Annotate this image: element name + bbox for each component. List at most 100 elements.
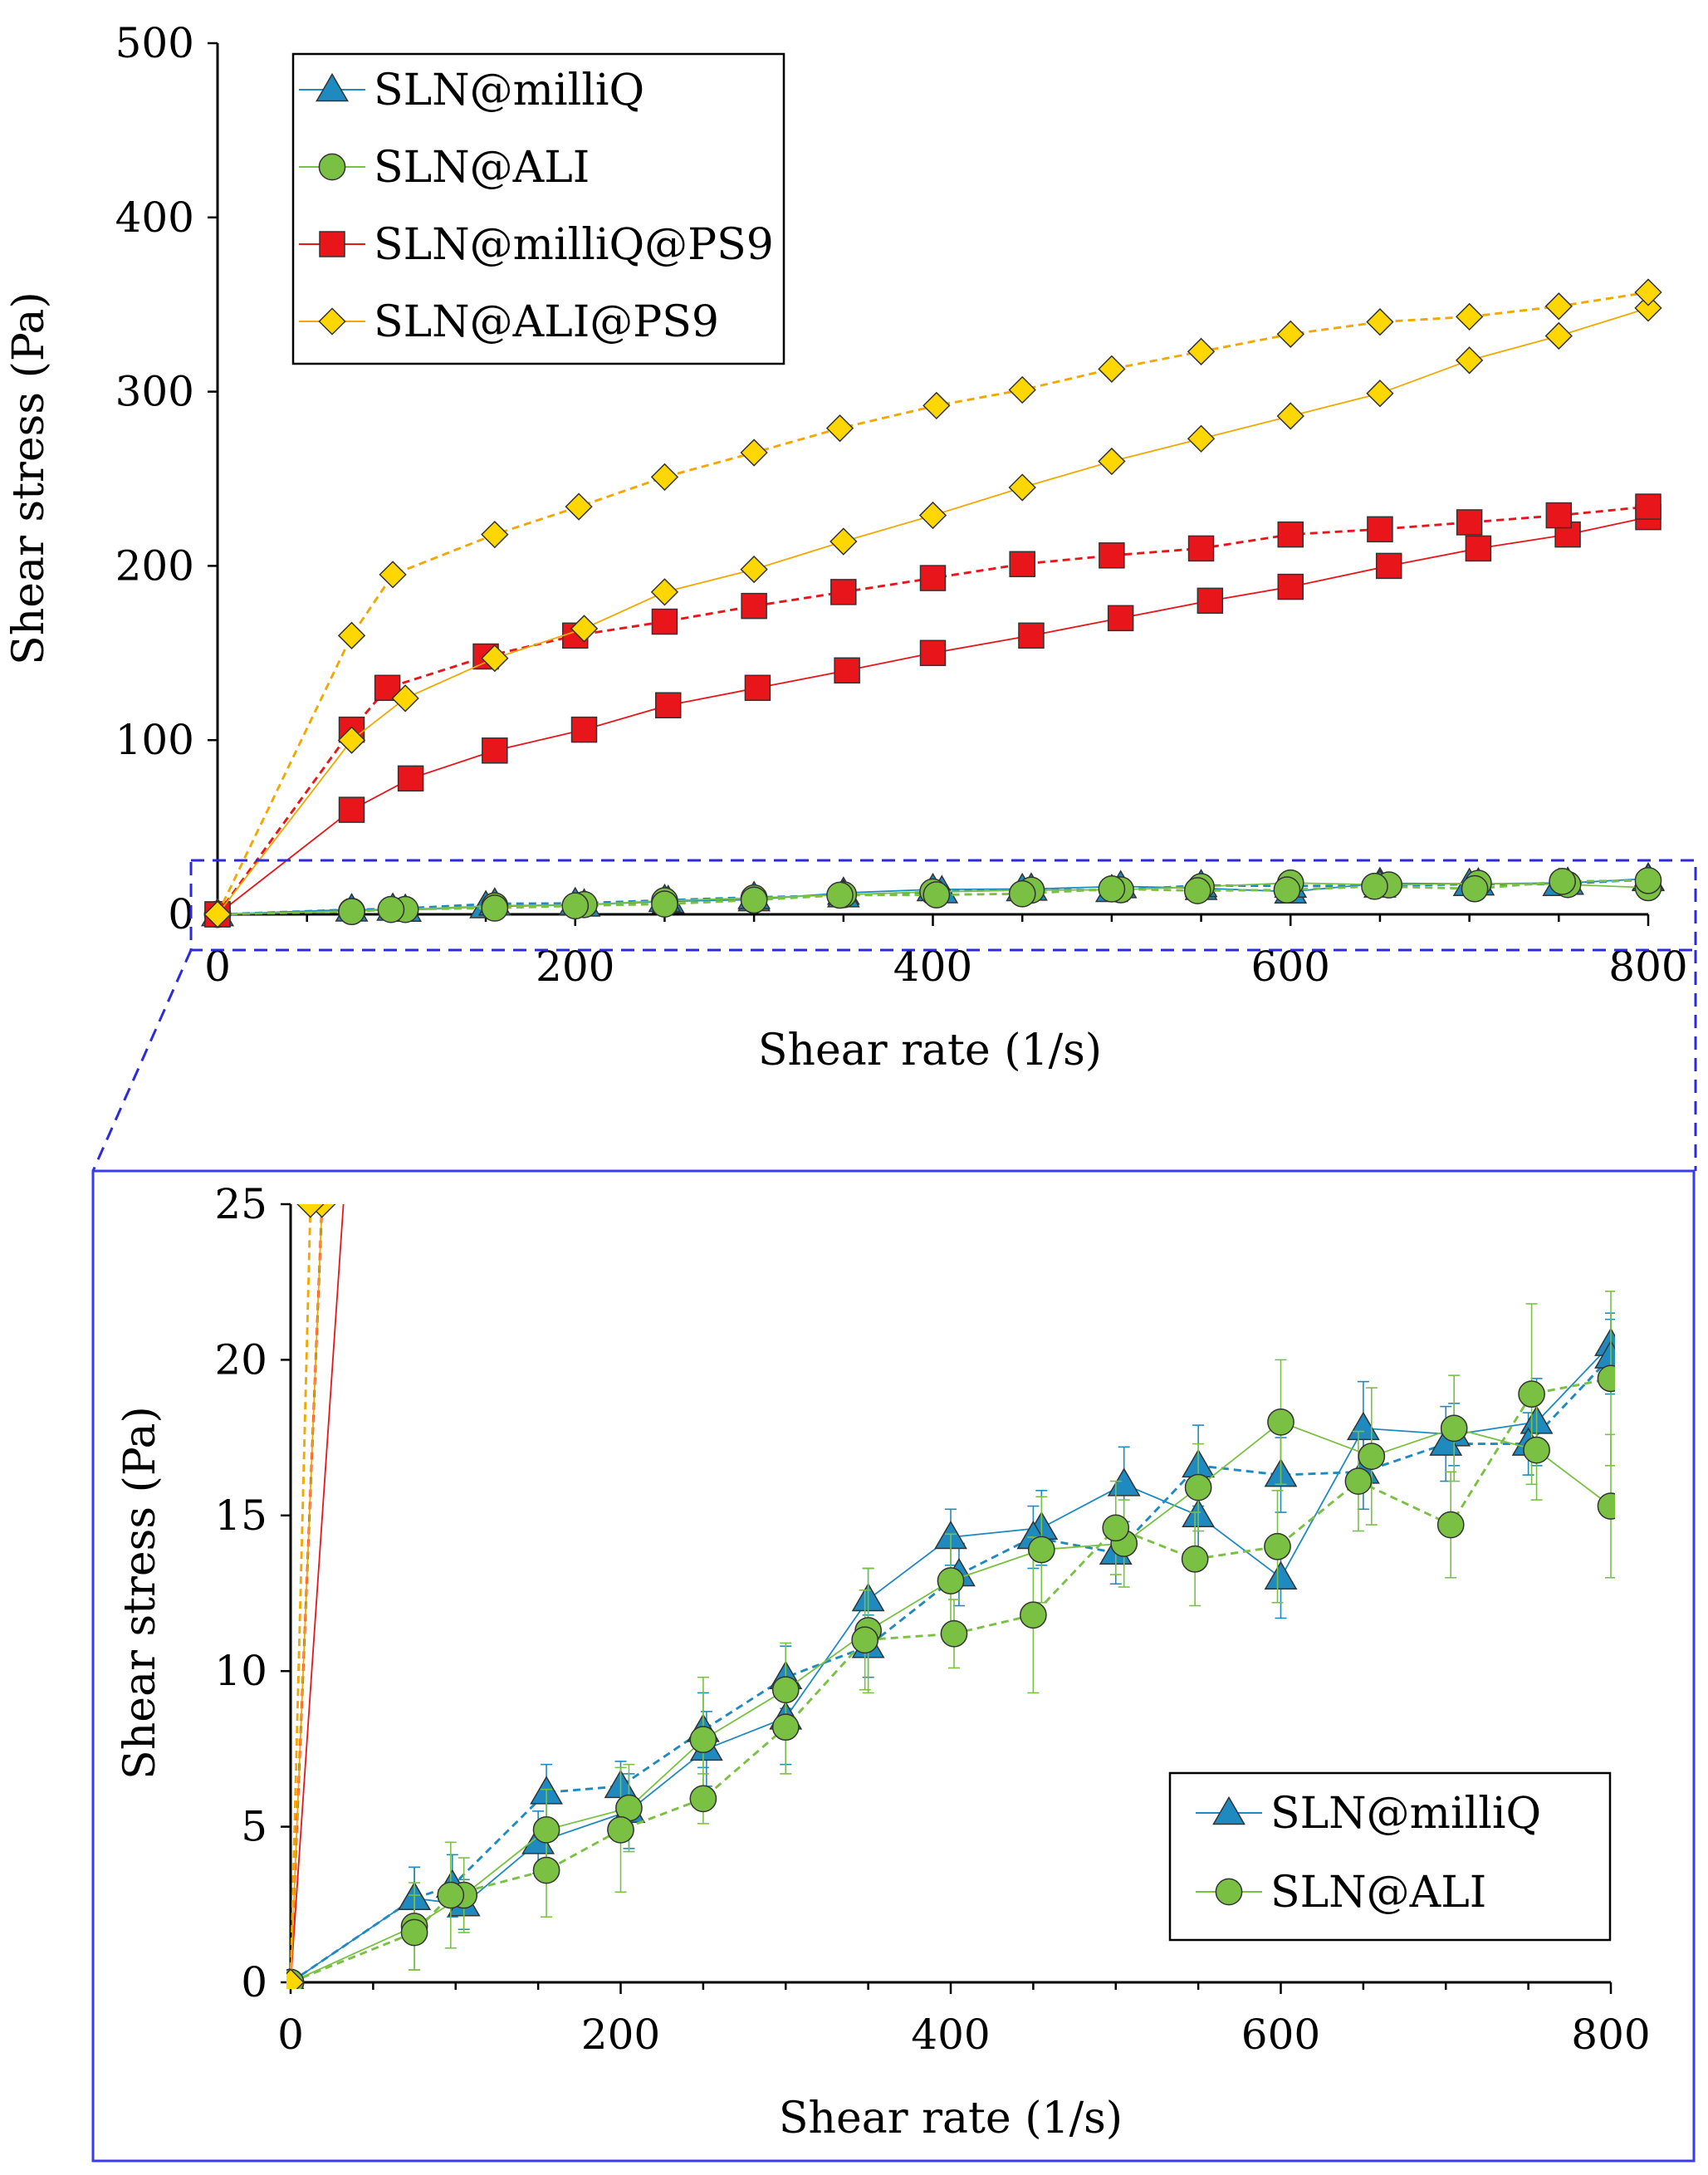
- inset-x-tick-label: 0: [277, 2011, 304, 2059]
- inset-sln-ali-point: [1518, 1380, 1545, 1408]
- main-sln-ali-ps9-point: [830, 527, 858, 556]
- main-sln-milliq-ps9-point: [1009, 551, 1035, 578]
- main-legend-item-sln-ali-ps9: SLN@ALI@PS9: [299, 297, 719, 347]
- main-series-sln-ali: [203, 866, 1662, 928]
- main-sln-milliq-ps9-point: [1018, 622, 1045, 649]
- main-sln-ali-ps9-point: [1187, 337, 1216, 366]
- main-sln-ali-ps9-point: [918, 501, 947, 530]
- main-sln-milliq-ps9-point: [1545, 502, 1573, 529]
- inset-chart: 0 5 10 15 20 25 0 200 400 600 800 Shear rate (1/s)…: [91, 1169, 1696, 2163]
- main-sln-ali-ps9-point: [740, 555, 768, 584]
- main-sln-ali-ps9-point: [1544, 292, 1573, 321]
- inset-sln-ali-point: [940, 1619, 968, 1648]
- main-sln-ali-ps9-point: [565, 492, 593, 521]
- inset-sln-ali-point: [1523, 1436, 1550, 1464]
- main-sln-ali-ps9-point: [481, 520, 509, 549]
- main-legend-item-sln-milliq-ps9: SLN@milliQ@PS9: [299, 220, 774, 270]
- zoom-region-box: [189, 859, 1697, 952]
- inset-sln-milliq-point: [1107, 1467, 1141, 1497]
- inset-sln-ali-point: [689, 1785, 717, 1813]
- main-sln-ali-point: [1461, 874, 1489, 903]
- main-y-tick-label: 300: [115, 368, 194, 416]
- main-legend-item-sln-ali: SLN@ALI: [299, 143, 590, 193]
- main-legend-marker: [318, 153, 346, 181]
- main-sln-ali-ps9-point: [379, 561, 407, 589]
- main-sln-ali-point: [481, 894, 509, 922]
- main-sln-milliq-ps9-point: [1107, 605, 1134, 632]
- main-y-tick-label: 400: [115, 193, 194, 242]
- main-sln-ali-ps9-point: [650, 578, 679, 606]
- inset-sln-ali-point: [851, 1626, 879, 1654]
- main-sln-milliq-ps9-point: [338, 796, 365, 823]
- main-legend-items: SLN@milliQ SLN@ALI SLN@milliQ@PS9 SLN@ALI@P…: [299, 66, 774, 347]
- main-series-sln-ali-ps9: [203, 278, 1662, 928]
- main-sln-ali-ps9-point: [1098, 355, 1126, 383]
- main-legend-label: SLN@milliQ: [374, 66, 644, 115]
- inset-sln-milliq-point: [1346, 1411, 1380, 1441]
- main-sln-ali-ps9-point: [1544, 321, 1573, 350]
- main-sln-ali-point: [1098, 875, 1126, 903]
- inset-frame: [91, 1169, 1696, 2163]
- main-sln-milliq-ps9-point: [1197, 587, 1224, 615]
- main-legend-marker: [319, 231, 345, 257]
- inset-x-axis-title: Shear rate (1/s): [779, 2094, 1123, 2143]
- inset-x-tick-label: 600: [1241, 2011, 1320, 2059]
- inset-sln-ali-point: [1344, 1467, 1373, 1495]
- inset-sln-ali-point: [1267, 1408, 1294, 1436]
- main-sln-ali-ps9-dashed-line: [216, 291, 1649, 915]
- inset-sln-ali-point: [437, 1881, 465, 1909]
- main-sln-ali-ps9-point: [1455, 346, 1484, 375]
- main-sln-milliq-ps9-point: [570, 716, 598, 743]
- inset-sln-ali-point: [1436, 1511, 1465, 1539]
- main-sln-ali-ps9-point: [337, 726, 366, 754]
- main-sln-ali-ps9-point: [650, 463, 679, 492]
- main-sln-ali-point: [1549, 867, 1576, 895]
- inset-series-sln-ali-ps9: [286, 1204, 336, 1989]
- inset-sln-ali-point: [771, 1676, 800, 1704]
- main-sln-ali-point: [338, 898, 365, 925]
- inset-sln-ali-point: [1102, 1514, 1130, 1542]
- main-legend: SLN@milliQ SLN@ALI SLN@milliQ@PS9 SLN@ALI@P…: [291, 52, 785, 365]
- inset-sln-ali-ps9-dashed-line: [289, 1204, 312, 1983]
- main-sln-ali-ps9-point: [1276, 320, 1304, 349]
- inset-sln-ali-point: [1264, 1532, 1291, 1560]
- main-sln-ali-ps9-point: [337, 621, 366, 649]
- inset-legend: SLN@milliQ SLN@ALI: [1168, 1771, 1612, 1942]
- main-legend-label: SLN@milliQ@PS9: [374, 220, 774, 270]
- main-sln-ali-point: [561, 892, 590, 920]
- inset-sln-ali-point: [1597, 1492, 1615, 1520]
- main-sln-ali-ps9-point: [1634, 294, 1662, 322]
- zoom-connector-left: [91, 949, 193, 1172]
- inset-sln-ali-point: [532, 1815, 560, 1844]
- main-x-axis-title: Shear rate (1/s): [758, 1026, 1102, 1075]
- main-sln-ali-ps9-point: [570, 615, 599, 643]
- main-sln-ali-ps9-point: [1098, 447, 1126, 476]
- inset-y-tick-label: 10: [214, 1647, 267, 1695]
- inset-series-sln-ali: [286, 1291, 1615, 1989]
- main-y-tick-label: 100: [115, 716, 194, 764]
- inset-y-tick-label: 0: [241, 1958, 267, 2006]
- inset-legend-frame: [1168, 1771, 1612, 1942]
- main-sln-ali-ps9-point: [1187, 424, 1216, 453]
- main-sln-milliq-ps9-point: [1187, 535, 1215, 562]
- inset-legend-items: SLN@milliQ SLN@ALI: [1196, 1789, 1541, 1918]
- inset-y-tick-label: 5: [241, 1803, 267, 1851]
- main-sln-ali-ps9-point: [923, 391, 951, 420]
- inset-sln-ali-point: [1597, 1364, 1615, 1393]
- main-sln-ali-point: [826, 881, 854, 909]
- inset-plot-area: [286, 1204, 1615, 1989]
- main-sln-ali-ps9-point: [1366, 308, 1394, 336]
- main-sln-milliq-ps9-point: [1099, 542, 1125, 569]
- main-y-tick-label: 500: [115, 19, 194, 67]
- main-sln-ali-ps9-point: [481, 644, 509, 673]
- main-sln-ali-point: [1183, 877, 1211, 904]
- main-sln-milliq-ps9-point: [1456, 509, 1483, 536]
- main-sln-milliq-ps9-point: [1375, 552, 1402, 580]
- main-y-tick-label: 200: [115, 541, 194, 590]
- inset-legend-item-sln-ali: SLN@ALI: [1196, 1868, 1486, 1918]
- inset-sln-ali-point: [1181, 1545, 1209, 1573]
- inset-legend-marker: [1215, 1878, 1243, 1906]
- main-sln-milliq-ps9-point: [919, 639, 947, 667]
